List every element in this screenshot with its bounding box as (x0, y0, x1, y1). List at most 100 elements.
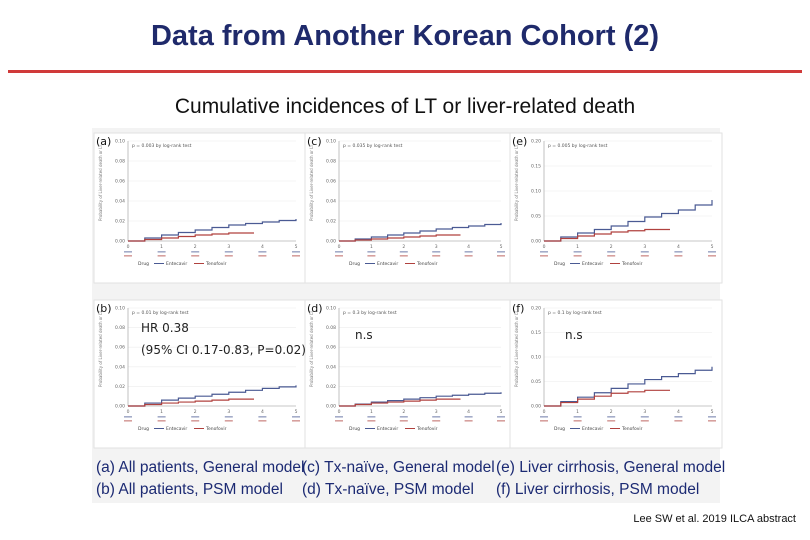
caption-b: (b) All patients, PSM model (96, 481, 283, 498)
ytick-label-c: 0.00 (326, 239, 336, 245)
risk-row-tenofovir-e (708, 255, 716, 257)
legend-entecavir-e: Entecavir (582, 261, 603, 267)
legend-tenofovir-a: Tenofovir (205, 261, 227, 267)
series-entecavir-a (128, 219, 297, 242)
risk-row-tenofovir-e (674, 255, 683, 257)
ylabel-c: Probability of Liver-related death or LT (309, 144, 314, 221)
series-entecavir-b (128, 385, 297, 407)
risk-row-entecavir-a (191, 251, 200, 253)
risk-row-entecavir-a (157, 251, 166, 253)
risk-row-entecavir-a (224, 251, 233, 253)
risk-row-tenofovir-e (607, 255, 616, 257)
legend-tenofovir-b: Tenofovir (205, 426, 227, 432)
legend-entecavir-a: Entecavir (166, 261, 187, 267)
xtick-label-d: 3 (435, 409, 438, 415)
risk-row-tenofovir-b (191, 420, 200, 422)
panel-e: (e) p = 0.005 by log-rank test 0.00 0.05 0.1… (509, 132, 723, 284)
series-tenofovir-d (339, 398, 461, 407)
p-value-e: p = 0.005 by log-rank test (548, 143, 608, 149)
risk-row-entecavir-c (335, 251, 343, 253)
risk-row-tenofovir-d (432, 420, 441, 422)
caption-a: (a) All patients, General model (96, 459, 305, 476)
panel-bg-c (304, 132, 512, 284)
ytick-label-d: 0.08 (326, 325, 336, 331)
panel-letter-a: (a) (96, 135, 111, 148)
ytick-label-f: 0.00 (531, 404, 541, 410)
ytick-label-b: 0.08 (115, 325, 125, 331)
legend-title-a: Drug (138, 261, 149, 267)
xtick-label-b: 4 (261, 409, 264, 415)
ytick-label-f: 0.05 (531, 379, 541, 385)
panel-b: (b) p = 0.01 by log-rank test 0.00 0.02 0.04… (93, 299, 307, 449)
panel-letter-e: (e) (512, 135, 527, 148)
risk-row-entecavir-d (399, 416, 408, 418)
p-value-f: p = 0.1 by log-rank test (548, 310, 602, 316)
risk-row-tenofovir-c (335, 255, 343, 257)
slide-title: Data from Another Korean Cohort (2) (150, 20, 660, 52)
p-value-b: p = 0.01 by log-rank test (132, 310, 189, 316)
caption-d: (d) Tx-naïve, PSM model (302, 481, 474, 498)
panel-bg-d (304, 299, 512, 449)
panel-c: (c) p = 0.035 by log-rank test 0.00 0.02 0.0… (304, 132, 512, 284)
xtick-label-f: 3 (643, 409, 646, 415)
legend-entecavir-f: Entecavir (582, 426, 603, 432)
ytick-label-d: 0.02 (326, 384, 336, 390)
risk-row-entecavir-a (258, 251, 267, 253)
risk-row-entecavir-c (399, 251, 408, 253)
xtick-label-b: 3 (227, 409, 230, 415)
xtick-label-b: 2 (194, 409, 197, 415)
ytick-label-c: 0.02 (326, 219, 336, 225)
legend-title-f: Drug (554, 426, 565, 432)
risk-row-tenofovir-c (399, 255, 408, 257)
ns-annotation-d: n.s (355, 328, 373, 342)
xtick-label-e: 5 (711, 244, 714, 250)
p-value-c: p = 0.035 by log-rank test (343, 143, 403, 149)
panel-bg-e (509, 132, 723, 284)
legend-entecavir-c: Entecavir (377, 261, 398, 267)
panel-letter-b: (b) (96, 302, 112, 315)
xtick-label-c: 1 (370, 244, 373, 250)
ylabel-f: Probability of Liver-related death or LT (514, 310, 519, 387)
ytick-label-e: 0.15 (531, 164, 541, 170)
panel-letter-f: (f) (512, 302, 524, 315)
risk-row-tenofovir-d (399, 420, 408, 422)
legend-entecavir-d: Entecavir (377, 426, 398, 432)
series-tenofovir-e (544, 228, 670, 242)
ytick-label-d: 0.04 (326, 364, 336, 370)
risk-row-entecavir-b (224, 416, 233, 418)
ytick-label-a: 0.06 (115, 179, 125, 185)
legend-tenofovir-d: Tenofovir (416, 426, 438, 432)
risk-row-tenofovir-b (124, 420, 132, 422)
xtick-label-a: 4 (261, 244, 264, 250)
risk-row-tenofovir-d (464, 420, 473, 422)
xtick-label-b: 5 (295, 409, 298, 415)
ytick-label-b: 0.04 (115, 364, 125, 370)
ytick-label-b: 0.02 (115, 384, 125, 390)
risk-row-entecavir-e (573, 251, 582, 253)
ytick-label-c: 0.08 (326, 159, 336, 165)
xtick-label-d: 5 (500, 409, 503, 415)
ylabel-a: Probability of Liver-related death or LT (98, 144, 103, 221)
ytick-label-e: 0.00 (531, 239, 541, 245)
legend-tenofovir-e: Tenofovir (621, 261, 643, 267)
ytick-label-f: 0.10 (531, 355, 541, 361)
legend-title-e: Drug (554, 261, 565, 267)
risk-row-tenofovir-a (124, 255, 132, 257)
panel-bg-a (93, 132, 307, 284)
xtick-label-c: 2 (402, 244, 405, 250)
risk-row-entecavir-b (258, 416, 267, 418)
citation: Lee SW et al. 2019 ILCA abstract (633, 513, 796, 525)
legend-title-c: Drug (349, 261, 360, 267)
ytick-label-d: 0.00 (326, 404, 336, 410)
ytick-label-f: 0.20 (531, 306, 541, 312)
caption-f: (f) Liver cirrhosis, PSM model (496, 481, 700, 498)
risk-row-entecavir-e (540, 251, 548, 253)
xtick-label-b: 0 (127, 409, 130, 415)
risk-row-entecavir-f (573, 416, 582, 418)
risk-row-entecavir-d (464, 416, 473, 418)
risk-row-tenofovir-f (640, 420, 649, 422)
risk-row-tenofovir-a (224, 255, 233, 257)
ytick-label-d: 0.06 (326, 345, 336, 351)
risk-row-tenofovir-f (607, 420, 616, 422)
risk-row-tenofovir-c (497, 255, 505, 257)
